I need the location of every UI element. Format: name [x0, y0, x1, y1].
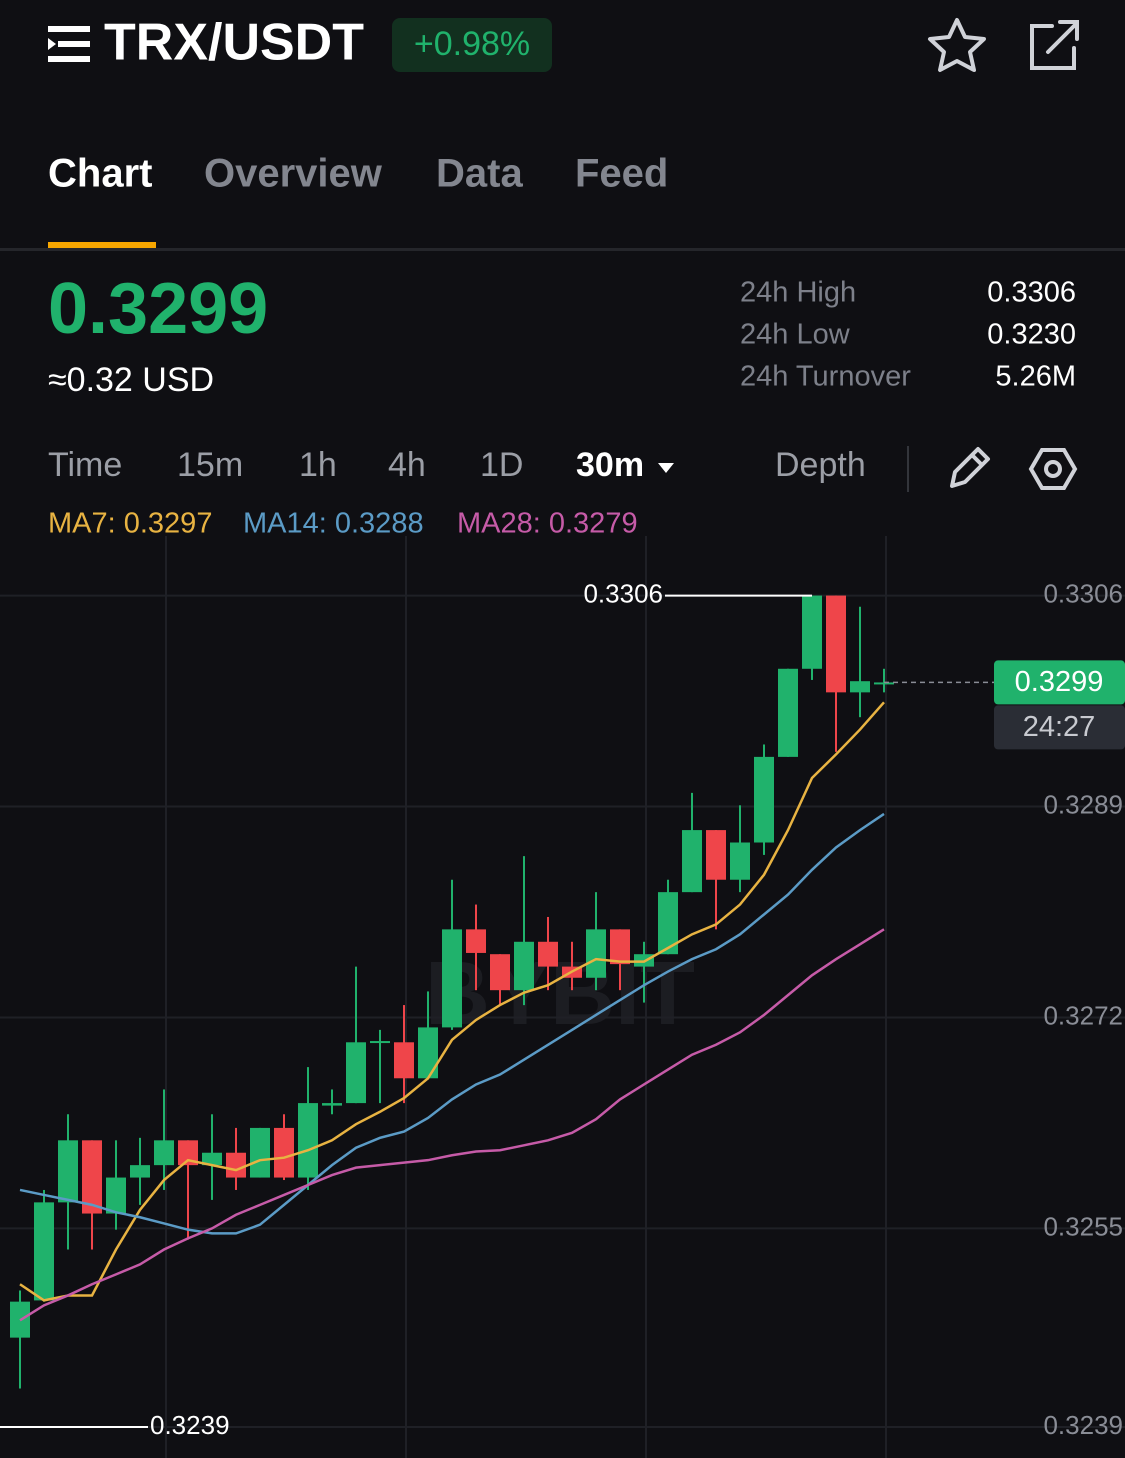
ma-legend: MA28: 0.3279: [457, 508, 638, 540]
candle-body: [178, 1140, 198, 1166]
divider: [0, 248, 1125, 251]
tab[interactable]: Data: [436, 152, 523, 196]
tab-indicator: [48, 242, 156, 248]
last-price: 0.3299: [48, 269, 268, 349]
candle-body: [466, 929, 486, 953]
interval[interactable]: 4h: [388, 446, 426, 484]
interval[interactable]: 1D: [480, 446, 523, 484]
dropdown-arrow: [658, 463, 674, 473]
stat-value: 0.3230: [987, 319, 1076, 351]
favorite-icon[interactable]: [928, 18, 986, 72]
candle-body: [682, 830, 702, 893]
y-tick-label: 0.3289: [1043, 789, 1123, 819]
candle-body: [778, 668, 798, 757]
interval[interactable]: 1h: [299, 446, 337, 484]
ma-legend: MA7: 0.3297: [48, 508, 212, 540]
y-tick-label: 0.3255: [1043, 1211, 1123, 1241]
y-tick-label: 0.3239: [1043, 1410, 1123, 1440]
candle-body: [418, 1027, 438, 1079]
candle-body: [82, 1140, 102, 1214]
ma-line: [19, 928, 885, 1322]
ma-line: [19, 701, 885, 1302]
candle-body: [34, 1202, 54, 1301]
candle-body: [490, 954, 510, 991]
candle-body: [298, 1103, 318, 1178]
stat-value: 0.3306: [987, 277, 1076, 309]
change-badge: [392, 18, 552, 72]
tab[interactable]: Overview: [204, 152, 383, 196]
countdown-label: 24:27: [1023, 711, 1096, 743]
draw-icon[interactable]: [950, 447, 990, 488]
candle-body: [130, 1165, 150, 1178]
stat-value: 5.26M: [995, 361, 1076, 393]
candle-body: [514, 941, 534, 991]
ma-legend: MA14: 0.3288: [243, 508, 424, 540]
stat-label: 24h Turnover: [740, 361, 911, 393]
ma-line: [19, 812, 885, 1235]
candle-body: [802, 595, 822, 669]
candle-body: [322, 1103, 342, 1106]
max-marker-label: 0.3306: [583, 578, 663, 608]
candle-body: [154, 1140, 174, 1166]
candle-body: [754, 756, 774, 843]
stat-label: 24h Low: [740, 319, 851, 351]
settings-icon[interactable]: [1028, 448, 1078, 490]
candle-body: [202, 1152, 222, 1166]
last-price-label: 0.3299: [1015, 666, 1104, 698]
candle-body: [346, 1042, 366, 1104]
candle-body: [730, 842, 750, 880]
tab[interactable]: Feed: [575, 152, 668, 196]
separator: [907, 446, 909, 492]
candle-body: [658, 892, 678, 955]
candle-body: [58, 1140, 78, 1203]
y-tick-label: 0.3306: [1043, 578, 1123, 608]
candle-body: [442, 929, 462, 1028]
stat-label: 24h High: [740, 277, 856, 309]
candle-body: [874, 682, 894, 685]
last-price-tag: [994, 660, 1125, 705]
interval-active[interactable]: 30m: [576, 446, 644, 484]
time-grid: [165, 536, 887, 1458]
menu-icon[interactable]: [48, 26, 90, 62]
change-text: +0.98%: [414, 25, 530, 63]
candle-body: [226, 1152, 246, 1178]
candle-body: [610, 929, 630, 965]
interval[interactable]: 15m: [177, 446, 243, 484]
y-tick-label: 0.3272: [1043, 1000, 1123, 1030]
candle-body: [706, 830, 726, 880]
candle-body: [394, 1042, 414, 1079]
min-marker-label: 0.3239: [150, 1410, 230, 1440]
candle-body: [850, 681, 870, 693]
candle-body: [250, 1127, 270, 1178]
candle-body: [370, 1041, 390, 1044]
tab[interactable]: Chart: [48, 152, 152, 196]
pair-title[interactable]: TRX/USDT: [104, 14, 364, 72]
interval[interactable]: Time: [48, 446, 122, 484]
share-icon[interactable]: [1030, 20, 1079, 70]
candle-body: [586, 929, 606, 978]
candle-body: [538, 941, 558, 967]
candle-body: [106, 1177, 126, 1214]
usd-price: ≈0.32 USD: [48, 361, 214, 399]
candle-body: [826, 595, 846, 693]
candle-body: [274, 1127, 294, 1178]
depth-tab[interactable]: Depth: [775, 446, 866, 484]
countdown-tag: [994, 705, 1125, 750]
